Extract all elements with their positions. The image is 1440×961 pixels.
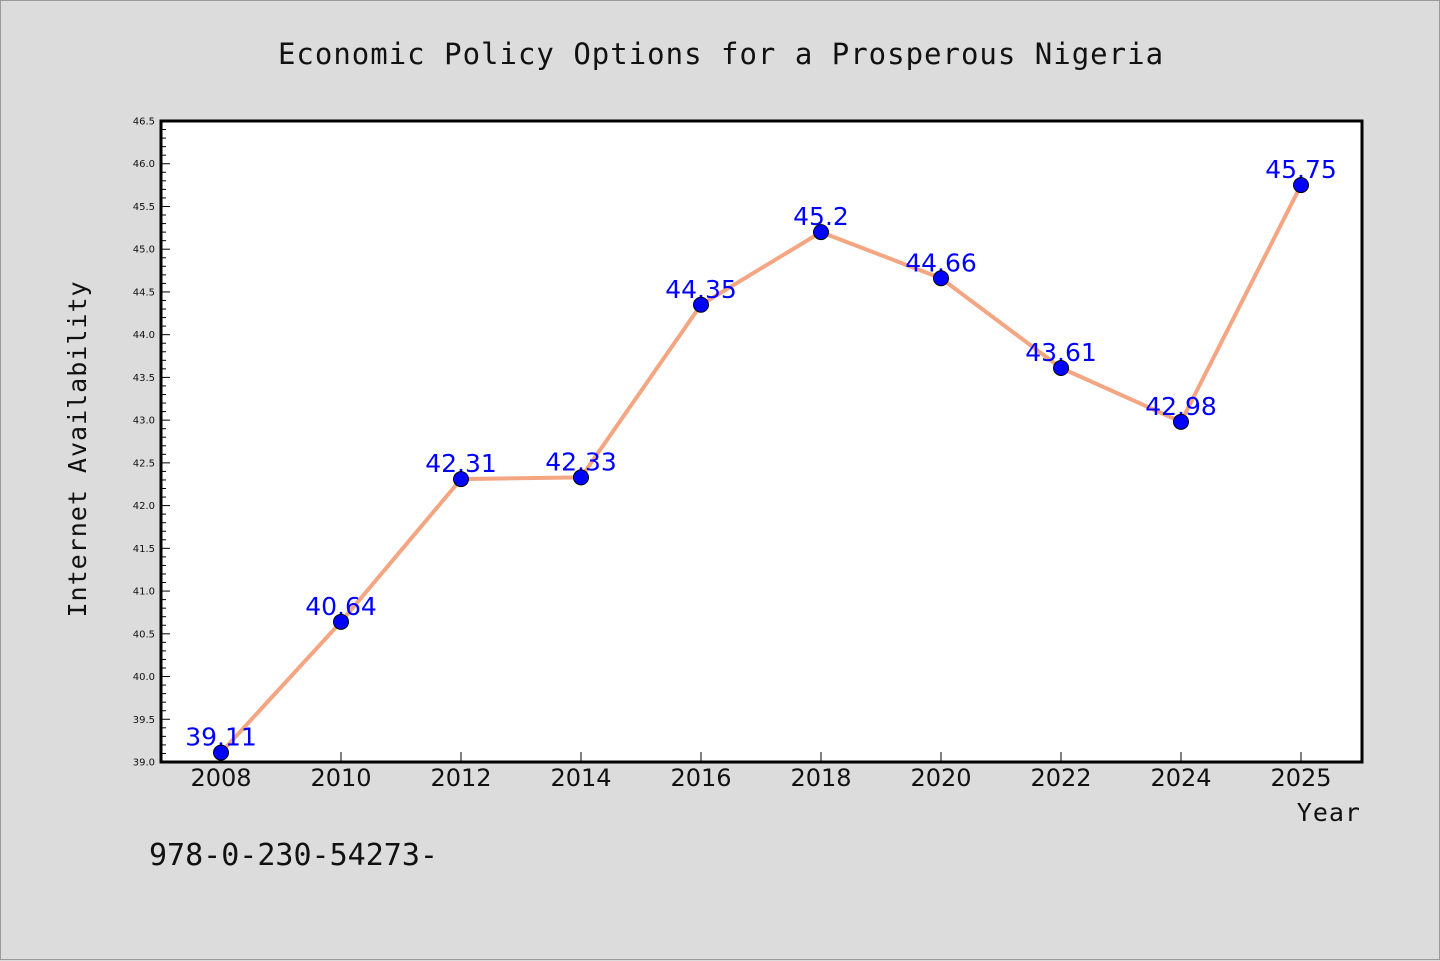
y-tick-label: 41.0	[133, 587, 155, 598]
data-point	[1053, 359, 1069, 376]
x-tick-label: 2016	[670, 764, 731, 792]
data-point	[1173, 413, 1189, 430]
data-point	[813, 224, 829, 241]
y-tick-label: 45.5	[133, 202, 155, 213]
y-tick-label: 40.5	[133, 629, 155, 640]
data-point	[333, 613, 349, 630]
plot-area	[159, 119, 1364, 764]
y-tick-label: 45.0	[133, 245, 155, 256]
y-axis-label: Internet Availability	[63, 280, 92, 617]
y-tick-label: 46.0	[133, 159, 155, 170]
y-tick-label: 39.0	[133, 758, 155, 769]
x-axis: 2008 2010 2012 2014 2016 2018 2020 2022 2024 2025	[190, 752, 1332, 792]
data-point	[933, 270, 949, 287]
y-tick-label: 43.5	[133, 373, 155, 384]
y-tick-label: 42.5	[133, 458, 155, 469]
y-tick-label: 44.5	[133, 287, 155, 298]
data-point	[453, 471, 469, 488]
y-tick-label: 46.5	[133, 117, 155, 128]
series-line	[219, 184, 1303, 754]
x-axis-label: Year	[1297, 798, 1361, 827]
x-tick-label: 2018	[790, 764, 851, 792]
y-tick-label: 44.0	[133, 330, 155, 341]
x-tick-label: 2014	[550, 764, 611, 792]
y-tick-label: 43.0	[133, 416, 155, 427]
x-tick-label: 2025	[1270, 764, 1331, 792]
data-point	[213, 744, 229, 761]
data-point	[573, 469, 589, 486]
chart-title: Economic Policy Options for a Prosperous…	[278, 37, 1164, 71]
x-tick-label: 2010	[310, 764, 371, 792]
y-tick-label: 42.0	[133, 501, 155, 512]
x-tick-label: 2020	[910, 764, 971, 792]
x-tick-label: 2022	[1030, 764, 1091, 792]
data-point	[1293, 177, 1309, 194]
x-tick-label: 2008	[190, 764, 251, 792]
y-tick-label: 39.5	[133, 715, 155, 726]
x-tick-label: 2012	[430, 764, 491, 792]
y-axis: 39.0 39.5 40.0 40.5 41.0 41.5 42.0 42.5 43.0 43.5…	[133, 117, 170, 769]
x-tick-label: 2024	[1150, 764, 1211, 792]
footnote-isbn: 978-0-230-54273-	[149, 838, 438, 873]
data-point	[693, 296, 709, 313]
y-tick-label: 40.0	[133, 672, 155, 683]
y-tick-label: 41.5	[133, 544, 155, 555]
